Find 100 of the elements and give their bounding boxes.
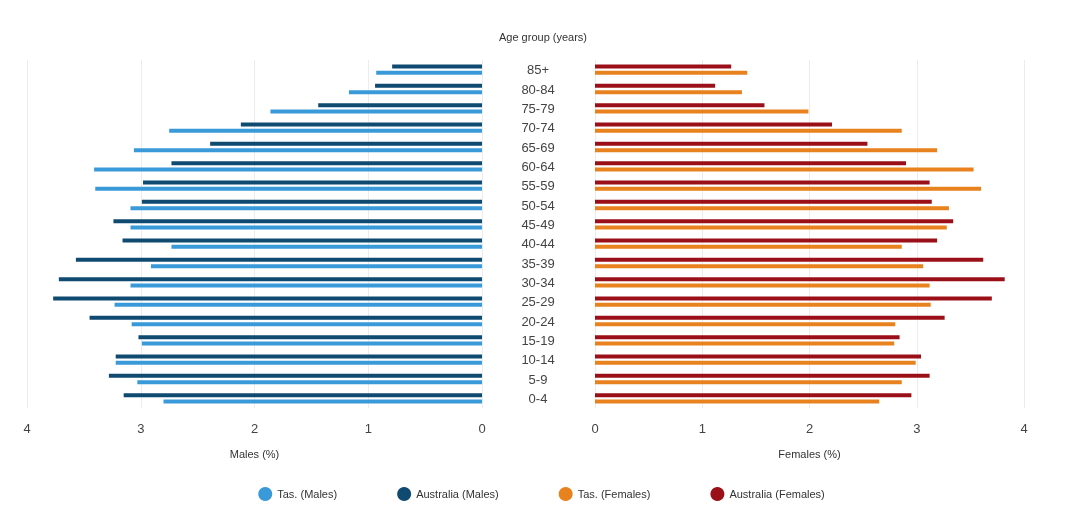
y-tick-label: 40-44: [521, 236, 555, 252]
bar: [595, 360, 916, 365]
bar: [595, 122, 833, 127]
x-axis-title: Females (%): [778, 447, 841, 460]
bar: [595, 257, 984, 262]
x-tick-label: 1: [364, 421, 372, 436]
x-tick-label: 1: [698, 421, 706, 436]
bar: [210, 141, 482, 146]
bar: [595, 244, 902, 249]
bar: [114, 302, 482, 307]
y-tick-label: 0-4: [528, 390, 548, 406]
bar: [595, 283, 930, 288]
bar: [131, 322, 482, 327]
bar: [595, 148, 938, 153]
y-tick-label: 50-54: [521, 197, 555, 213]
y-tick-label: 15-19: [521, 332, 555, 348]
bar: [138, 335, 482, 340]
y-tick-label: 45-49: [521, 216, 555, 232]
bar: [595, 206, 949, 211]
bar: [240, 122, 482, 127]
x-tick-label: 3: [913, 421, 921, 436]
bar: [595, 141, 868, 146]
bar: [270, 109, 482, 114]
bar: [595, 167, 974, 172]
bar: [130, 283, 482, 288]
y-tick-label: 80-84: [521, 81, 555, 97]
bar: [122, 238, 482, 243]
bar: [595, 186, 982, 191]
x-tick-label: 3: [137, 421, 145, 436]
bar: [150, 264, 482, 269]
legend-label: Tas. (Males): [277, 488, 338, 500]
x-axis-title: Males (%): [229, 447, 280, 460]
bar: [123, 393, 482, 398]
bar: [595, 341, 895, 346]
bar: [595, 199, 932, 204]
bar: [595, 238, 938, 243]
bar: [375, 83, 482, 88]
x-tick-label: 0: [591, 421, 599, 436]
bar: [75, 257, 482, 262]
bar: [595, 354, 922, 359]
y-tick-label: 30-34: [521, 274, 555, 290]
bar: [318, 103, 482, 108]
x-tick-label: 0: [478, 421, 486, 436]
bar: [595, 70, 748, 75]
bar: [595, 380, 902, 385]
bar: [595, 296, 992, 301]
y-tick-label: 75-79: [521, 100, 555, 116]
bar: [595, 225, 947, 230]
bar: [53, 296, 482, 301]
bar: [595, 103, 765, 108]
bar: [348, 90, 482, 95]
bar: [595, 399, 880, 404]
bar: [171, 161, 482, 166]
y-tick-label: 20-24: [521, 313, 555, 329]
bar: [171, 244, 482, 249]
bar: [130, 206, 482, 211]
bar: [163, 399, 482, 404]
y-tick-label: 35-39: [521, 255, 555, 271]
bar: [595, 277, 1005, 282]
bar: [595, 302, 931, 307]
bar: [130, 225, 482, 230]
bar: [141, 199, 482, 204]
bar: [58, 277, 482, 282]
bar: [141, 341, 482, 346]
bar: [595, 128, 902, 133]
bar: [595, 315, 945, 320]
bar: [595, 83, 716, 88]
bar: [137, 380, 482, 385]
y-tick-label: 85+: [526, 62, 550, 78]
bar: [595, 219, 954, 224]
bar: [595, 161, 907, 166]
y-tick-label: 70-74: [521, 120, 555, 136]
x-tick-label: 4: [23, 421, 31, 436]
bar: [95, 186, 482, 191]
legend-label: Australia (Females): [729, 488, 825, 500]
bar: [133, 148, 482, 153]
legend-label: Australia (Males): [416, 488, 499, 500]
y-tick-label: 65-69: [521, 139, 555, 155]
bar: [595, 64, 732, 69]
y-tick-label: 10-14: [521, 352, 555, 368]
bar: [595, 264, 924, 269]
bar: [89, 315, 482, 320]
bar: [595, 335, 900, 340]
bar: [376, 70, 482, 75]
y-axis-title: Age group (years): [498, 30, 588, 43]
bar: [595, 109, 809, 114]
y-tick-label: 5-9: [528, 371, 548, 387]
bar: [595, 393, 912, 398]
bar: [595, 373, 930, 378]
y-tick-label: 25-29: [521, 294, 555, 310]
bar: [169, 128, 482, 133]
bar: [595, 322, 896, 327]
y-tick-label: 60-64: [521, 158, 555, 174]
bar: [94, 167, 482, 172]
x-tick-label: 2: [250, 421, 259, 436]
x-tick-label: 4: [1020, 421, 1028, 436]
bar: [108, 373, 482, 378]
bar: [115, 354, 482, 359]
bar: [115, 360, 482, 365]
x-tick-label: 2: [805, 421, 814, 436]
